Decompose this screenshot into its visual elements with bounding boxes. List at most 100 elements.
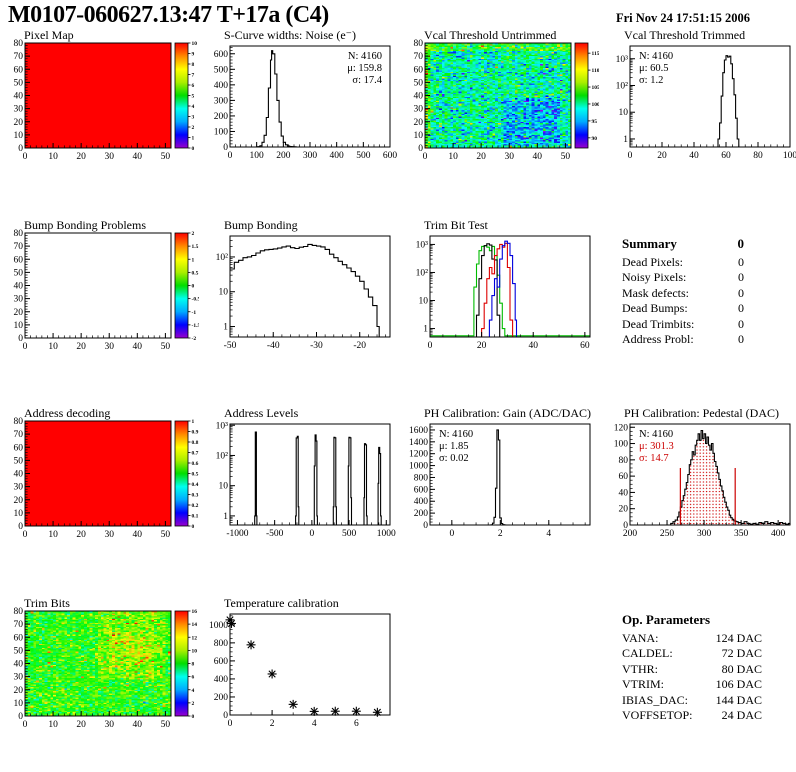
svg-text:40: 40: [414, 92, 424, 102]
svg-text:800: 800: [214, 639, 229, 649]
svg-text:N: 4160: N: 4160: [639, 429, 673, 440]
svg-text:20: 20: [14, 686, 24, 696]
panel-row: CALDEL: 72 DAC: [622, 646, 762, 660]
plot-area: 0 10 20 30 40 50 0 10 20 30 40 50 60 70 80 0 0.1 0.2 0.3 0.…: [0, 417, 199, 553]
svg-text:0: 0: [628, 151, 633, 161]
plot-title: Pixel Map: [24, 28, 74, 42]
svg-text:50: 50: [414, 78, 424, 88]
svg-text:0: 0: [192, 714, 195, 720]
svg-text:10²: 10²: [416, 268, 429, 278]
svg-text:40: 40: [533, 152, 543, 162]
op-parameters-title: Op. Parameters: [622, 612, 711, 627]
svg-text:40: 40: [133, 342, 143, 352]
svg-text:0.9: 0.9: [192, 430, 199, 436]
svg-text:30: 30: [104, 342, 114, 352]
svg-text:0: 0: [192, 524, 195, 530]
svg-text:10: 10: [14, 699, 24, 709]
plot-area: -1000 -500 0 500 1000 1 10 10² 10³: [200, 417, 399, 553]
panel-row: Dead Bumps: 0: [622, 301, 744, 315]
svg-text:20: 20: [76, 342, 86, 352]
svg-text:40: 40: [619, 488, 629, 498]
svg-text:10³: 10³: [616, 55, 629, 65]
svg-text:10³: 10³: [216, 421, 229, 431]
svg-text:0: 0: [423, 521, 428, 531]
svg-text:-1.5: -1.5: [192, 323, 200, 329]
svg-text:40: 40: [133, 530, 143, 540]
svg-text:16: 16: [192, 609, 198, 615]
plot-scurve-noise: S-Curve widths: Noise (e⁻) 0 100 200 300 400 5…: [200, 28, 399, 176]
svg-text:500: 500: [214, 65, 229, 75]
plot-area: 0 10 20 30 40 50 0 10 20 30 40 50 60 70 80 0 2 4 6 8 10 12 14 1…: [0, 607, 199, 743]
svg-text:-50: -50: [224, 341, 237, 351]
svg-text:0: 0: [23, 530, 28, 540]
plot-title: S-Curve widths: Noise (e⁻): [224, 28, 356, 42]
svg-text:115: 115: [592, 51, 600, 57]
svg-text:0: 0: [449, 529, 454, 539]
svg-text:-0.5: -0.5: [192, 297, 200, 303]
plot-area: 200 250 300 350 400 0 20 40 60 80 100 120 N: 4160 μ: …: [600, 417, 796, 553]
svg-text:10: 10: [48, 720, 58, 730]
svg-text:0.3: 0.3: [192, 493, 199, 499]
svg-text:10: 10: [448, 152, 458, 162]
plot-area: 0 100 200 300 400 500 600 0 100 200 300 400 500 600 N:…: [200, 39, 399, 175]
svg-text:1: 1: [223, 323, 228, 333]
svg-text:-20: -20: [353, 341, 366, 351]
summary-total: 0: [737, 236, 745, 251]
svg-text:4: 4: [192, 688, 195, 694]
svg-text:-40: -40: [267, 341, 280, 351]
svg-text:10: 10: [48, 530, 58, 540]
svg-text:100: 100: [783, 151, 796, 161]
svg-text:1.5: 1.5: [192, 244, 199, 250]
svg-text:0: 0: [23, 720, 28, 730]
plot-address-levels: Address Levels -1000 -500 0 500 1000 1 10 10² 10³: [200, 406, 399, 554]
svg-text:20: 20: [14, 118, 24, 128]
svg-text:40: 40: [14, 282, 24, 292]
svg-text:60: 60: [619, 472, 629, 482]
svg-text:100: 100: [614, 440, 629, 450]
svg-text:80: 80: [753, 151, 763, 161]
plot-title: Temperature calibration: [224, 596, 339, 610]
svg-text:70: 70: [14, 52, 24, 62]
svg-text:σ: 17.4: σ: 17.4: [352, 75, 382, 86]
plot-vcal-threshold-trimmed: Vcal Threshold Trimmed 0 20 40 60 80 100 1 10 10²…: [600, 28, 796, 176]
svg-text:40: 40: [133, 152, 143, 162]
svg-text:40: 40: [14, 470, 24, 480]
svg-text:500: 500: [342, 529, 357, 539]
svg-text:400: 400: [214, 81, 229, 91]
svg-text:10²: 10²: [216, 253, 229, 263]
svg-text:30: 30: [504, 152, 514, 162]
svg-text:N: 4160: N: 4160: [639, 51, 673, 62]
svg-text:60: 60: [414, 65, 424, 75]
panel-row: VTHR: 80 DAC: [622, 661, 762, 676]
panel-row: Noisy Pixels: 0: [622, 270, 744, 284]
svg-text:σ: 1.2: σ: 1.2: [639, 75, 663, 86]
plot-area: 0 10 20 30 40 50 0 10 20 30 40 50 60 70 80 0 1 2 3 4 5 6 7 8 9 10: [0, 39, 199, 175]
svg-text:20: 20: [76, 720, 86, 730]
svg-text:0: 0: [192, 146, 195, 152]
svg-text:-30: -30: [310, 341, 323, 351]
svg-text:30: 30: [14, 483, 24, 493]
page-title: M0107-060627.13:47 T+17a (C4): [8, 2, 329, 28]
svg-text:7: 7: [192, 73, 195, 79]
svg-text:200: 200: [623, 529, 638, 539]
summary-panel: Summary 0 Dead Pixels: 0 Noisy Pixels: 0 Mask…: [622, 236, 744, 348]
svg-text:μ: 1.85: μ: 1.85: [439, 441, 469, 452]
svg-text:20: 20: [414, 118, 424, 128]
svg-text:50: 50: [14, 268, 24, 278]
panel-row: Dead Trimbits: 0: [622, 316, 744, 331]
svg-text:30: 30: [14, 105, 24, 115]
svg-text:70: 70: [14, 430, 24, 440]
plot-temperature-calibration: Temperature calibration 0 2 4 6 0 200 400 600 800…: [200, 596, 399, 744]
svg-text:30: 30: [104, 152, 114, 162]
svg-text:90: 90: [592, 136, 598, 142]
svg-text:1: 1: [423, 325, 428, 335]
svg-text:40: 40: [528, 341, 538, 351]
svg-text:70: 70: [414, 52, 424, 62]
svg-text:80: 80: [14, 39, 24, 49]
svg-text:0: 0: [418, 144, 423, 154]
svg-text:200: 200: [276, 151, 291, 161]
svg-text:3: 3: [192, 115, 195, 121]
svg-text:0.5: 0.5: [192, 472, 199, 478]
svg-text:14: 14: [192, 622, 198, 628]
svg-text:50: 50: [561, 152, 571, 162]
